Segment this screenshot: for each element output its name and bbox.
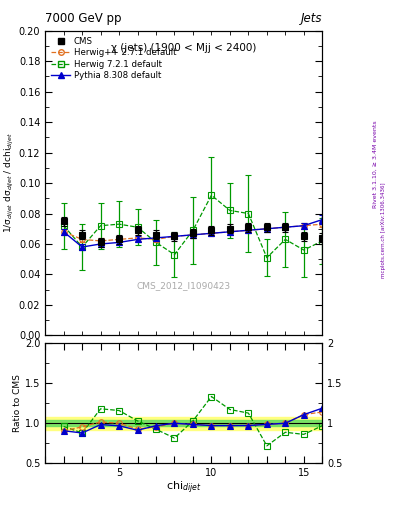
Text: χ (jets) (1900 < Mjj < 2400): χ (jets) (1900 < Mjj < 2400): [111, 43, 256, 53]
Y-axis label: Ratio to CMS: Ratio to CMS: [13, 374, 22, 432]
Bar: [45, 420, 322, 426]
Text: Rivet 3.1.10, ≥ 3.4M events: Rivet 3.1.10, ≥ 3.4M events: [373, 120, 378, 208]
Text: Jets: Jets: [301, 12, 322, 25]
Y-axis label: 1/σ$_{dijet}$ dσ$_{dijet}$ / dchi$_{dijet}$: 1/σ$_{dijet}$ dσ$_{dijet}$ / dchi$_{dije…: [3, 133, 16, 233]
Text: mcplots.cern.ch [arXiv:1306.3436]: mcplots.cern.ch [arXiv:1306.3436]: [381, 183, 386, 278]
Text: CMS_2012_I1090423: CMS_2012_I1090423: [137, 281, 231, 290]
Legend: CMS, Herwig++ 2.7.1 default, Herwig 7.2.1 default, Pythia 8.308 default: CMS, Herwig++ 2.7.1 default, Herwig 7.2.…: [50, 35, 178, 82]
Text: 7000 GeV pp: 7000 GeV pp: [45, 12, 122, 25]
Bar: [45, 417, 322, 430]
X-axis label: chi$_{dijet}$: chi$_{dijet}$: [166, 480, 202, 496]
